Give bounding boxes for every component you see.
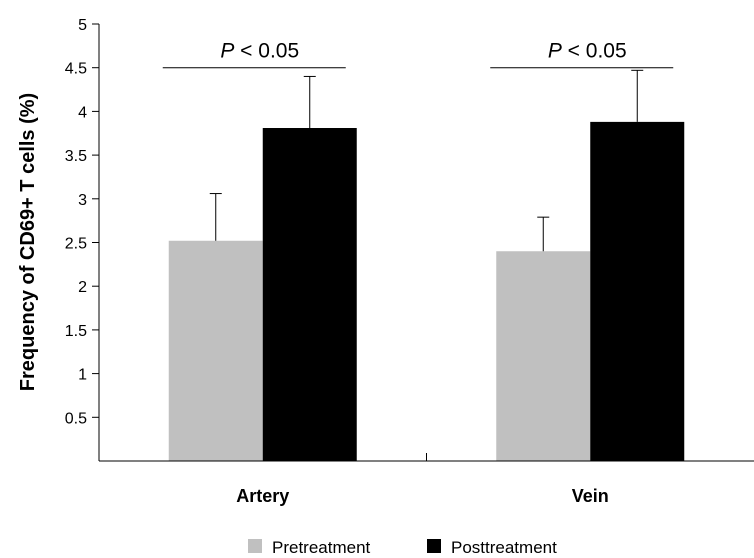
x-tick-label-artery: Artery	[236, 486, 289, 506]
y-tick-label: 0.5	[65, 410, 87, 427]
x-tick-label-vein: Vein	[572, 486, 609, 506]
y-tick-label: 1.5	[65, 323, 87, 340]
y-tick-label: 5	[78, 17, 87, 34]
significance-label: P < 0.05	[548, 40, 627, 63]
y-tick-label: 1	[78, 367, 87, 384]
y-tick-label: 4	[78, 104, 87, 121]
y-axis: 0.5 1 1.5 2 2.5 3 3.5 4 4.5 5	[65, 17, 100, 461]
legend: Pretreatment Posttreatment	[248, 538, 557, 557]
bar-pretreatment-artery	[168, 240, 263, 461]
bar-posttreatment-vein	[590, 121, 685, 461]
bars	[168, 69, 685, 462]
legend-label-pretreatment: Pretreatment	[272, 538, 371, 557]
legend-label-posttreatment: Posttreatment	[451, 538, 557, 557]
significance-annotations: P < 0.05 P < 0.05	[162, 40, 674, 69]
bar-posttreatment-artery	[262, 128, 357, 462]
y-axis-label: Frequency of CD69+ T cells (%)	[17, 93, 39, 391]
legend-swatch-pretreatment	[248, 539, 262, 553]
y-tick-label: 4.5	[65, 61, 87, 78]
y-tick-label: 3.5	[65, 148, 87, 165]
y-tick-label: 2.5	[65, 236, 87, 253]
significance-label: P < 0.05	[220, 40, 299, 63]
y-tick-label: 3	[78, 192, 87, 209]
legend-swatch-posttreatment	[427, 539, 441, 553]
bar-pretreatment-vein	[496, 251, 591, 461]
y-tick-label: 2	[78, 279, 87, 296]
x-axis: Artery Vein	[99, 453, 754, 506]
